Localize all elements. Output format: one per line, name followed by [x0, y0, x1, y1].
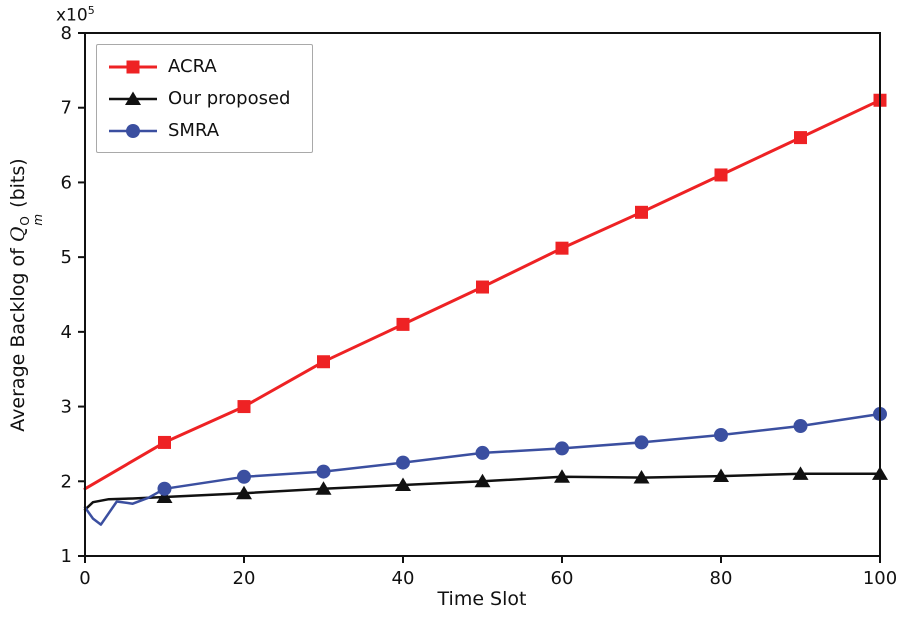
series-our-proposed-marker	[474, 473, 491, 488]
legend-label: ACRA	[168, 56, 217, 77]
legend-sample-circle-icon	[109, 123, 157, 138]
series-acra-marker	[317, 355, 330, 369]
x-axis-tick-label: 20	[233, 568, 256, 589]
series-line-smra	[83, 412, 882, 526]
series-acra-marker	[794, 131, 807, 145]
series-smra-marker	[396, 455, 410, 470]
y-axis-tick-label: 5	[61, 247, 72, 268]
series-our-proposed-marker	[633, 470, 650, 484]
x-axis-tick-label: 60	[551, 568, 574, 589]
series-our-proposed-marker	[792, 466, 809, 480]
series-our-proposed-marker	[713, 468, 729, 483]
series-our-proposed-marker	[156, 489, 173, 503]
series-smra-marker	[793, 418, 808, 433]
series-smra-marker	[555, 441, 569, 456]
series-acra-marker	[555, 241, 569, 255]
series-our-proposed-marker	[315, 481, 332, 495]
plot-border	[84, 32, 881, 557]
y-axis-tick-label: 8	[61, 23, 72, 44]
x-axis-tick-label: 80	[710, 568, 733, 589]
legend-label: Our proposed	[168, 88, 291, 109]
x-axis-label: Time Slot	[437, 588, 527, 610]
series-acra-marker	[158, 435, 171, 449]
series-acra-marker	[476, 280, 489, 294]
series-line-our-proposed	[83, 472, 882, 511]
series-acra-marker	[396, 317, 410, 331]
x-axis-tick-label: 100	[863, 568, 897, 589]
x-axis-tick-label: 0	[79, 568, 90, 589]
y-axis-label-suffix: (bits)	[7, 158, 30, 214]
series-smra-marker	[237, 469, 251, 484]
axis-scale-label: x105	[56, 4, 95, 26]
series-acra-marker	[714, 168, 728, 182]
axis-scale-base: x10	[56, 5, 88, 26]
y-axis-tick-label: 7	[61, 98, 72, 119]
y-axis-label-variable: Q	[7, 226, 30, 243]
x-axis-tick-label: 40	[392, 568, 415, 589]
y-axis-label-subscript: m	[31, 213, 46, 226]
legend-label: SMRA	[168, 120, 220, 141]
series-smra-marker	[316, 464, 331, 479]
series-acra-marker	[237, 400, 251, 414]
y-axis-tick-label: 4	[61, 322, 72, 343]
legend-item-smra: SMRA	[109, 120, 290, 141]
series-smra-marker	[157, 481, 172, 496]
y-axis-label-prefix: Average Backlog of	[7, 242, 30, 432]
legend-item-our-proposed: Our proposed	[109, 88, 290, 109]
series-smra-marker	[634, 435, 649, 450]
series-smra-marker	[714, 427, 728, 442]
series-our-proposed-marker	[236, 485, 252, 500]
legend-sample-triangle-icon	[109, 91, 157, 105]
axis-scale-exponent: 5	[87, 4, 95, 17]
y-axis-tick-label: 6	[61, 172, 72, 193]
legend: ACRA Our proposed SMRA	[96, 44, 314, 153]
y-axis-tick-label: 3	[61, 397, 72, 418]
series-smra-marker	[475, 445, 490, 460]
series-acra-marker	[635, 205, 648, 219]
series-our-proposed-marker	[554, 469, 570, 483]
y-axis-tick-label: 1	[61, 546, 72, 567]
y-axis-tick-label: 2	[61, 471, 72, 492]
series-our-proposed-marker	[395, 477, 411, 492]
legend-item-acra: ACRA	[109, 56, 290, 77]
legend-sample-square-icon	[109, 60, 157, 73]
